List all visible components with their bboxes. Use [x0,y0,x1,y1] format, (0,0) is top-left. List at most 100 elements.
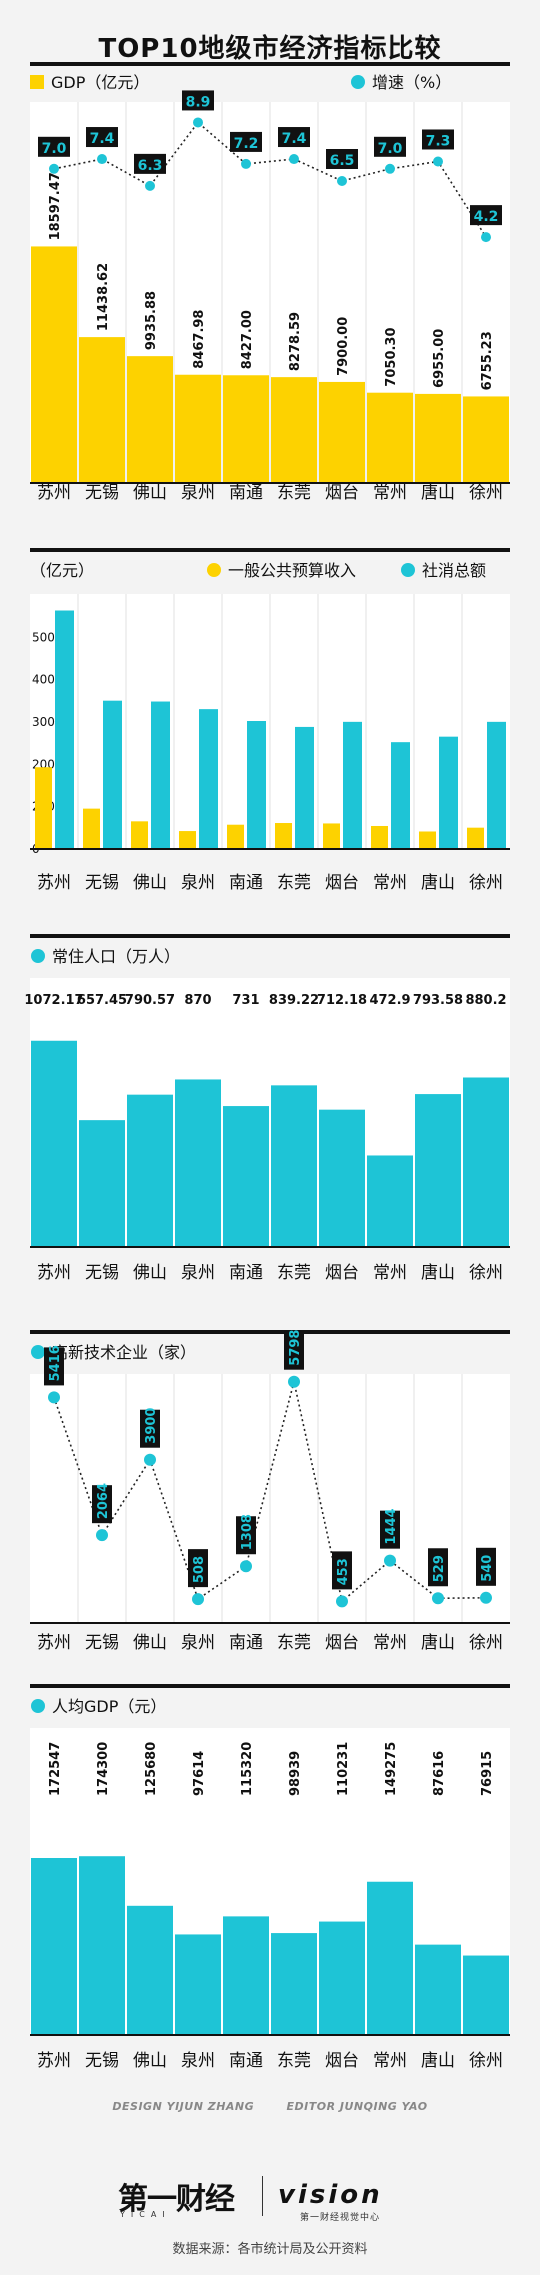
city-label: 佛山 [133,483,167,502]
hightech-value-label: 2064 [96,1483,111,1519]
retail-bar [487,721,506,848]
hightech-point [336,1595,348,1608]
city-label: 东莞 [277,483,311,502]
population-bar [79,1120,125,1246]
population-value-label: 731 [232,993,259,1008]
gdp-bar [79,337,125,482]
city-label: 无锡 [85,873,119,893]
population-bar [31,1040,77,1246]
gdp-value-label: 9935.88 [144,291,159,350]
legend-label: 人均GDP（元） [52,1697,166,1716]
credits: DESIGN YIJUN ZHANG EDITOR JUNQING YAO [0,2100,540,2113]
growth-point [241,158,251,169]
city-label: 烟台 [325,1633,359,1650]
legend-dot [31,949,45,963]
gdp-bar [415,393,461,482]
baseline-rule [30,1622,510,1624]
legend-label: 社消总额 [422,561,486,580]
section-rule [30,934,510,938]
retail-bar [151,701,170,848]
population-bar [463,1077,509,1246]
growth-value-label: 7.4 [90,131,115,147]
growth-value-label: 6.5 [330,153,355,169]
legend-dot [31,1699,45,1713]
city-label: 泉州 [181,1633,215,1650]
hightech-line [53,1381,487,1603]
vision-logo-sub: 第一财经视觉中心 [300,2213,381,2223]
section-rule [30,548,510,552]
city-label: 苏州 [37,873,71,893]
city-label: 南通 [229,2051,263,2071]
revenue-bar [323,823,340,848]
hightech-value-label: 1308 [240,1514,255,1550]
hightech-value-label: 508 [192,1556,207,1583]
hightech-value-label: 5798 [288,1330,303,1366]
gdp-bar [463,396,509,482]
per-capita-value-label: 149275 [384,1742,399,1796]
yicai-logo: 第一财经 [118,2182,235,2217]
growth-line [53,121,487,238]
logo-divider [262,2176,263,2216]
y-tick-label: 4000 [32,673,63,687]
revenue-bar [467,827,484,848]
population-value-label: 880.2 [465,993,506,1008]
hightech-point [192,1593,204,1606]
hightech-value-label: 3900 [144,1408,159,1444]
per-capita-bar [223,1916,269,2034]
growth-label-bg [38,136,70,157]
population-value-label: 1072.17 [24,993,83,1008]
city-label: 无锡 [85,1263,119,1283]
gdp-value-label: 7900.00 [336,317,351,376]
population-value-label: 793.58 [413,993,463,1008]
per-capita-bar [31,1858,77,2034]
growth-value-label: 8.9 [186,94,211,110]
population-value-label: 712.18 [317,993,367,1008]
growth-value-label: 7.0 [42,141,67,157]
gdp-bar [127,356,173,482]
population-bar [415,1094,461,1246]
retail-bar [247,721,266,848]
hightech-point [48,1391,60,1404]
growth-value-label: 6.3 [138,158,163,174]
hightech-chart: 高新技术企业（家）5416 2064 3900 508 1308 5798 453 1444 5… [30,1330,510,1650]
city-label: 唐山 [421,1632,455,1650]
growth-point [481,232,491,243]
hightech-point [480,1591,492,1604]
growth-label-bg [326,149,358,169]
growth-value-label: 7.0 [378,141,403,157]
growth-point [385,163,395,174]
y-tick-label: 5000 [32,630,63,644]
legend-dot [401,563,415,577]
growth-value-label: 7.2 [234,136,259,152]
city-label: 南通 [229,483,263,502]
city-label: 泉州 [181,2051,215,2071]
city-label: 烟台 [325,483,359,502]
per-capita-bar [127,1905,173,2034]
per-capita-bar [175,1934,221,2034]
hightech-value-label: 1444 [384,1508,399,1544]
growth-label-bg [86,127,118,148]
retail-bar [343,721,362,848]
revenue-bar [371,825,388,848]
city-label: 泉州 [181,873,215,893]
city-label: 南通 [229,1633,263,1650]
hightech-label-bg [380,1510,400,1549]
gdp-value-label: 11438.62 [96,263,111,331]
gdp-value-label: 8467.98 [192,310,207,369]
editor-credit: EDITOR JUNQING YAO [286,2100,428,2113]
baseline-rule [30,848,510,850]
yicai-logo-sub: YICAI [120,2210,171,2219]
city-label: 佛山 [133,2051,167,2071]
hightech-value-label: 453 [336,1558,351,1585]
population-value-label: 870 [184,993,211,1008]
city-label: 无锡 [85,2051,119,2071]
per-capita-bar [319,1921,365,2034]
city-label: 唐山 [421,1262,455,1283]
city-label: 苏州 [37,1263,71,1283]
city-label: 泉州 [181,483,215,502]
baseline-rule [30,482,510,484]
growth-point [433,156,443,167]
city-label: 佛山 [133,1633,167,1650]
retail-bar [199,709,218,848]
